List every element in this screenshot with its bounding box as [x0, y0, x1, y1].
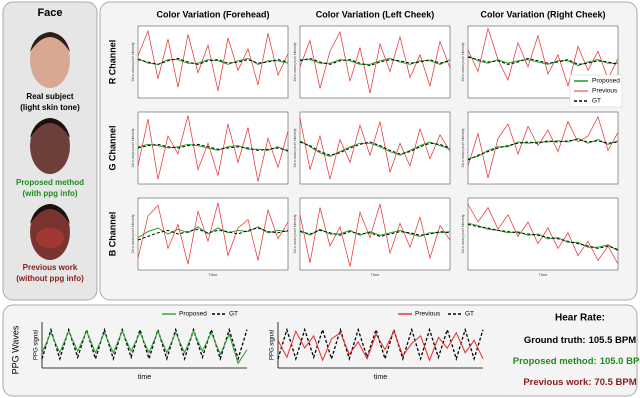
column-title: Color Variation (Forehead) — [156, 9, 269, 19]
plot-area — [299, 111, 451, 185]
legend-label: GT — [465, 311, 474, 318]
plot-area — [299, 197, 451, 271]
hr-value: 105.5 BPM — [589, 335, 637, 346]
plot-area — [299, 25, 451, 99]
gt-line — [467, 56, 619, 65]
y-axis-label: Zero-mean pixel intensity — [293, 42, 297, 81]
x-axis-label: time — [138, 374, 151, 381]
gt-line — [137, 143, 289, 151]
hr-line: Ground truth: 105.5 BPM — [524, 335, 636, 346]
previous-line — [299, 203, 451, 267]
gt-line — [137, 57, 289, 65]
x-axis-label: time — [374, 374, 387, 381]
hr-label: Proposed method: — [513, 356, 597, 367]
previous-line — [299, 30, 451, 94]
gt-line — [467, 223, 619, 251]
hr-title: Hear Rate: — [555, 313, 605, 324]
face-caption: (light skin tone) — [20, 103, 80, 112]
face-caption: Real subject — [26, 92, 73, 101]
legend-label: Proposed — [179, 311, 207, 318]
hr-label: Previous work: — [523, 377, 591, 388]
gt-line — [299, 141, 451, 156]
previous-line — [467, 203, 619, 265]
previous-line — [137, 115, 289, 182]
hr-value: 105.0 BPM — [600, 356, 640, 367]
previous-line — [137, 202, 289, 265]
plot-area — [467, 111, 619, 185]
hr-label: Ground truth: — [524, 335, 586, 346]
column-title: Color Variation (Left Cheek) — [316, 9, 435, 19]
row-label: G Channel — [107, 125, 117, 170]
y-axis-label: Zero-mean pixel intensity — [131, 128, 135, 167]
proposed-line — [41, 329, 248, 365]
y-axis-label: PPG signal — [270, 330, 276, 360]
face-real — [30, 32, 70, 88]
hr-value: 70.5 BPM — [594, 377, 636, 388]
face-title: Face — [37, 7, 62, 19]
legend-label: GT — [229, 311, 238, 318]
ppg-panel — [2, 304, 638, 397]
legend-label: Proposed — [592, 78, 620, 85]
proposed-line — [137, 57, 289, 65]
y-axis-label: Zero-mean pixel intensity — [293, 214, 297, 253]
face-caption: Proposed method — [16, 178, 84, 187]
previous-line — [467, 115, 619, 179]
legend: Proposed Previous GT — [569, 74, 623, 108]
y-axis-label: Zero-mean pixel intensity — [131, 42, 135, 81]
gt-line — [137, 227, 289, 241]
y-axis-label: PPG signal — [34, 330, 40, 360]
legend-label: Previous — [415, 311, 441, 318]
row-label: B Channel — [107, 212, 117, 257]
column-title: Color Variation (Right Cheek) — [480, 9, 605, 19]
face-proposed — [30, 118, 70, 174]
gt-line — [41, 327, 248, 362]
hr-line: Previous work: 70.5 BPM — [523, 377, 636, 388]
proposed-line — [467, 137, 619, 160]
face-caption: Previous work — [23, 263, 78, 272]
gt-line — [277, 327, 484, 362]
row-label: R Channel — [107, 40, 117, 85]
face-caption: (without ppg info) — [16, 274, 84, 283]
face-previous — [30, 204, 70, 260]
ppg-title: PPG Waves — [10, 325, 20, 374]
x-axis-label: Time — [209, 272, 219, 277]
plot-area — [467, 197, 619, 271]
face-caption: (with ppg info) — [22, 189, 77, 198]
x-axis-label: Time — [371, 272, 381, 277]
gt-line — [299, 57, 451, 67]
hr-line: Proposed method:105.0 BPM — [513, 356, 640, 367]
legend-label: Previous — [592, 88, 618, 95]
gt-line — [299, 229, 451, 237]
plot-area — [137, 197, 289, 271]
previous-line — [277, 329, 484, 362]
y-axis-label: Zero-mean pixel intensity — [293, 128, 297, 167]
gt-line — [467, 139, 619, 161]
y-axis-label: Zero-mean pixel intensity — [461, 128, 465, 167]
y-axis-label: Zero-mean pixel intensity — [131, 214, 135, 253]
proposed-line — [299, 140, 451, 157]
y-axis-label: Zero-mean pixel intensity — [461, 214, 465, 253]
x-axis-label: Time — [539, 272, 549, 277]
y-axis-label: Zero-mean pixel intensity — [461, 42, 465, 81]
legend-label: GT — [592, 98, 601, 105]
previous-line — [137, 29, 289, 91]
